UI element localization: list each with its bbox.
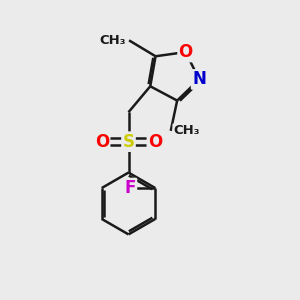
Text: CH₃: CH₃: [173, 124, 200, 137]
Text: N: N: [192, 70, 206, 88]
Text: S: S: [122, 133, 134, 151]
Text: O: O: [178, 43, 193, 61]
Text: O: O: [148, 133, 162, 151]
Text: O: O: [95, 133, 109, 151]
Text: CH₃: CH₃: [100, 34, 126, 47]
Text: F: F: [124, 179, 136, 197]
